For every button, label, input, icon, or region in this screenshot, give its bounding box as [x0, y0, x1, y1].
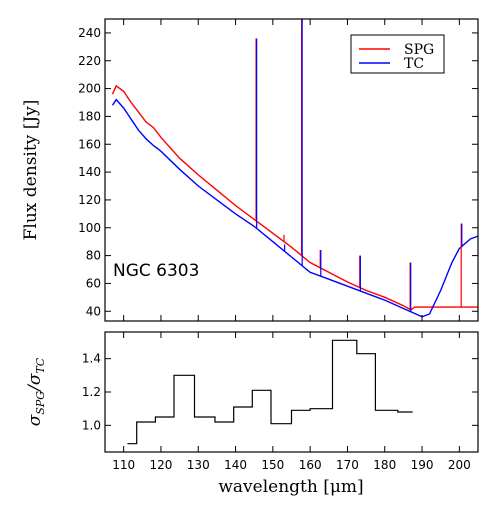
- flux-y-tick-label: 240: [78, 26, 101, 40]
- flux-y-tick-label: 100: [78, 221, 101, 235]
- ratio-x-tick-label: 160: [299, 458, 322, 472]
- flux-y-tick-label: 180: [78, 109, 101, 123]
- ratio-x-tick-label: 130: [187, 458, 210, 472]
- flux-y-tick-label: 60: [86, 276, 101, 290]
- legend: SPG TC: [350, 34, 445, 74]
- wavelength-x-axis-label: wavelength [μm]: [218, 477, 363, 497]
- ratio-x-tick-label: 150: [261, 458, 284, 472]
- ratio-x-tick-label: 190: [411, 458, 434, 472]
- ratio-y-tick-label: 1.4: [82, 352, 101, 366]
- ratio-x-tick-label: 140: [224, 458, 247, 472]
- ratio-x-tick-label: 170: [336, 458, 359, 472]
- ratio-y-axis-label: σSPG/σTC: [25, 357, 47, 426]
- flux-y-tick-label: 120: [78, 193, 101, 207]
- flux-y-tick-label: 40: [86, 304, 101, 318]
- flux-y-axis-label: Flux density [Jy]: [21, 100, 41, 241]
- flux-series-line-tc: [111, 98, 479, 318]
- ratio-x-tick-label: 200: [448, 458, 471, 472]
- flux-y-tick-label: 160: [78, 137, 101, 151]
- flux-y-tick-label: 220: [78, 54, 101, 68]
- flux-y-tick-label: 140: [78, 165, 101, 179]
- flux-y-tick-label: 200: [78, 82, 101, 96]
- legend-label-tc: TC: [404, 56, 424, 72]
- ratio-x-tick-label: 110: [112, 458, 135, 472]
- object-name-annotation: NGC 6303: [113, 261, 199, 281]
- flux-panel: 40 60 80 100 120 140 160 180 200 220 240 Flux dens…: [21, 18, 479, 322]
- ratio-series-group: [127, 339, 413, 445]
- ratio-panel: 110 120 130 140 150 160 170 180 190 2001.01.21.4 …: [25, 331, 479, 497]
- legend-box: [350, 34, 445, 74]
- flux-axis-ticks: 40 60 80 100 120 140 160 180 200 220 240: [78, 19, 478, 321]
- ratio-y-tick-label: 1.0: [82, 418, 101, 432]
- ratio-axis-ticks: 110 120 130 140 150 160 170 180 190 200 1.0 1.2 1.4: [82, 332, 478, 472]
- flux-series-group: [111, 19, 479, 318]
- ratio-step-line: [127, 339, 413, 445]
- legend-label-spg: SPG: [404, 42, 434, 58]
- flux-plot-frame: [104, 18, 479, 322]
- ratio-y-tick-label: 1.2: [82, 385, 101, 399]
- ratio-x-tick-label: 180: [373, 458, 396, 472]
- ratio-x-tick-label: 120: [149, 458, 172, 472]
- ratio-plot-frame: [104, 331, 479, 453]
- flux-series-line-spg: [111, 84, 478, 311]
- flux-y-tick-label: 80: [86, 249, 101, 263]
